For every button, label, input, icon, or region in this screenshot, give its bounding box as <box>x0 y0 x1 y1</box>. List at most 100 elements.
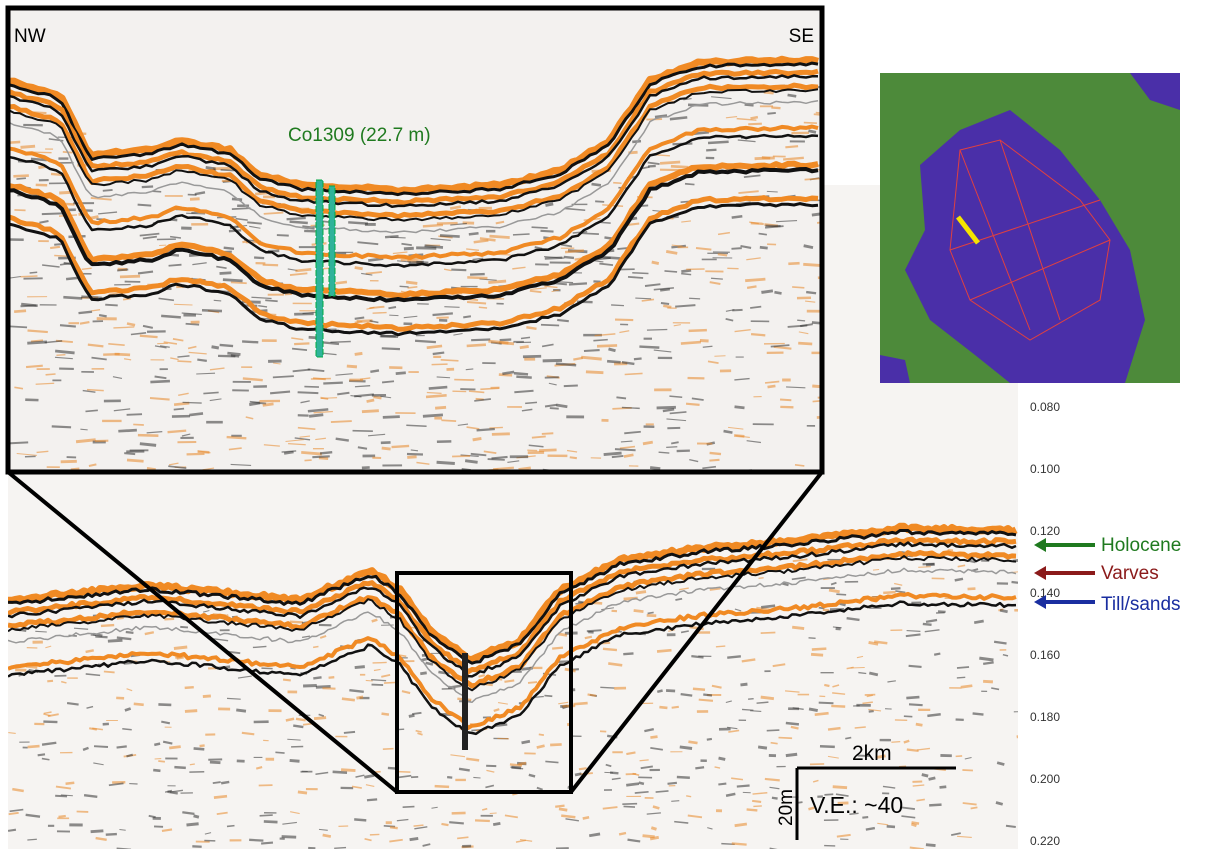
noise <box>926 845 936 846</box>
noise <box>242 733 254 734</box>
noise <box>726 794 735 796</box>
noise <box>186 324 199 325</box>
noise <box>263 404 274 405</box>
noise <box>123 299 131 300</box>
noise <box>50 247 60 248</box>
noise <box>221 170 234 171</box>
noise <box>105 305 118 306</box>
noise <box>761 606 775 608</box>
noise <box>117 638 131 640</box>
noise <box>290 622 303 623</box>
noise <box>765 779 780 780</box>
noise <box>762 157 770 158</box>
noise <box>657 691 662 692</box>
noise <box>356 697 363 698</box>
noise <box>162 829 172 831</box>
noise <box>740 684 747 685</box>
unit-legend: Holocene Varves Till/sands <box>1034 535 1181 615</box>
noise <box>716 646 725 647</box>
noise <box>869 642 879 644</box>
noise <box>469 233 479 234</box>
noise <box>213 782 221 783</box>
noise <box>293 726 303 727</box>
noise <box>140 444 156 446</box>
unit-label: Varves <box>1101 563 1159 584</box>
noise <box>593 340 607 341</box>
noise <box>804 123 817 124</box>
noise <box>767 191 778 192</box>
depth-label: 0.220 <box>1030 834 1060 848</box>
noise <box>450 207 461 209</box>
noise <box>795 465 804 466</box>
noise <box>275 752 284 753</box>
depth-label: 0.180 <box>1030 710 1060 724</box>
noise <box>550 744 562 745</box>
noise <box>732 216 743 217</box>
noise <box>86 650 94 652</box>
noise <box>355 353 363 354</box>
noise <box>634 359 642 360</box>
noise <box>161 316 181 317</box>
noise <box>200 745 205 746</box>
noise <box>138 205 152 206</box>
noise <box>574 703 588 704</box>
noise <box>108 640 123 641</box>
noise <box>707 739 712 740</box>
noise <box>611 305 624 306</box>
noise <box>127 460 144 461</box>
noise <box>671 801 679 802</box>
noise <box>104 672 115 673</box>
noise <box>449 822 464 823</box>
noise <box>771 108 780 109</box>
noise <box>89 728 97 729</box>
noise <box>425 246 443 248</box>
noise <box>227 698 241 699</box>
noise <box>396 373 406 374</box>
noise <box>323 835 331 837</box>
noise <box>344 732 355 733</box>
noise <box>256 767 262 769</box>
noise <box>169 265 182 266</box>
noise <box>661 303 669 304</box>
noise <box>543 360 562 361</box>
noise <box>1012 582 1018 583</box>
noise <box>613 183 621 184</box>
noise <box>341 770 355 771</box>
noise <box>792 627 804 628</box>
noise <box>320 398 328 399</box>
noise <box>194 748 205 749</box>
noise <box>779 738 793 739</box>
noise <box>367 400 375 402</box>
noise <box>529 775 535 777</box>
noise <box>608 663 622 665</box>
noise <box>249 403 260 405</box>
noise <box>761 632 776 633</box>
noise <box>745 105 754 106</box>
noise <box>331 421 352 422</box>
noise <box>608 349 615 351</box>
noise <box>734 435 744 436</box>
noise <box>349 690 363 692</box>
noise <box>809 709 818 711</box>
noise <box>592 184 601 185</box>
noise <box>735 407 745 408</box>
noise <box>883 592 895 593</box>
noise <box>575 774 581 775</box>
noise <box>708 142 729 143</box>
noise <box>194 816 199 817</box>
noise <box>196 373 215 374</box>
noise <box>10 326 27 327</box>
noise <box>607 361 621 362</box>
noise <box>624 455 634 457</box>
noise <box>558 634 567 636</box>
noise <box>221 782 229 783</box>
noise <box>699 700 713 701</box>
noise <box>284 452 293 454</box>
noise <box>751 334 765 335</box>
noise <box>785 146 798 147</box>
noise <box>634 611 644 612</box>
depth-label: 0.200 <box>1030 772 1060 786</box>
noise <box>415 341 436 342</box>
noise <box>355 268 363 269</box>
